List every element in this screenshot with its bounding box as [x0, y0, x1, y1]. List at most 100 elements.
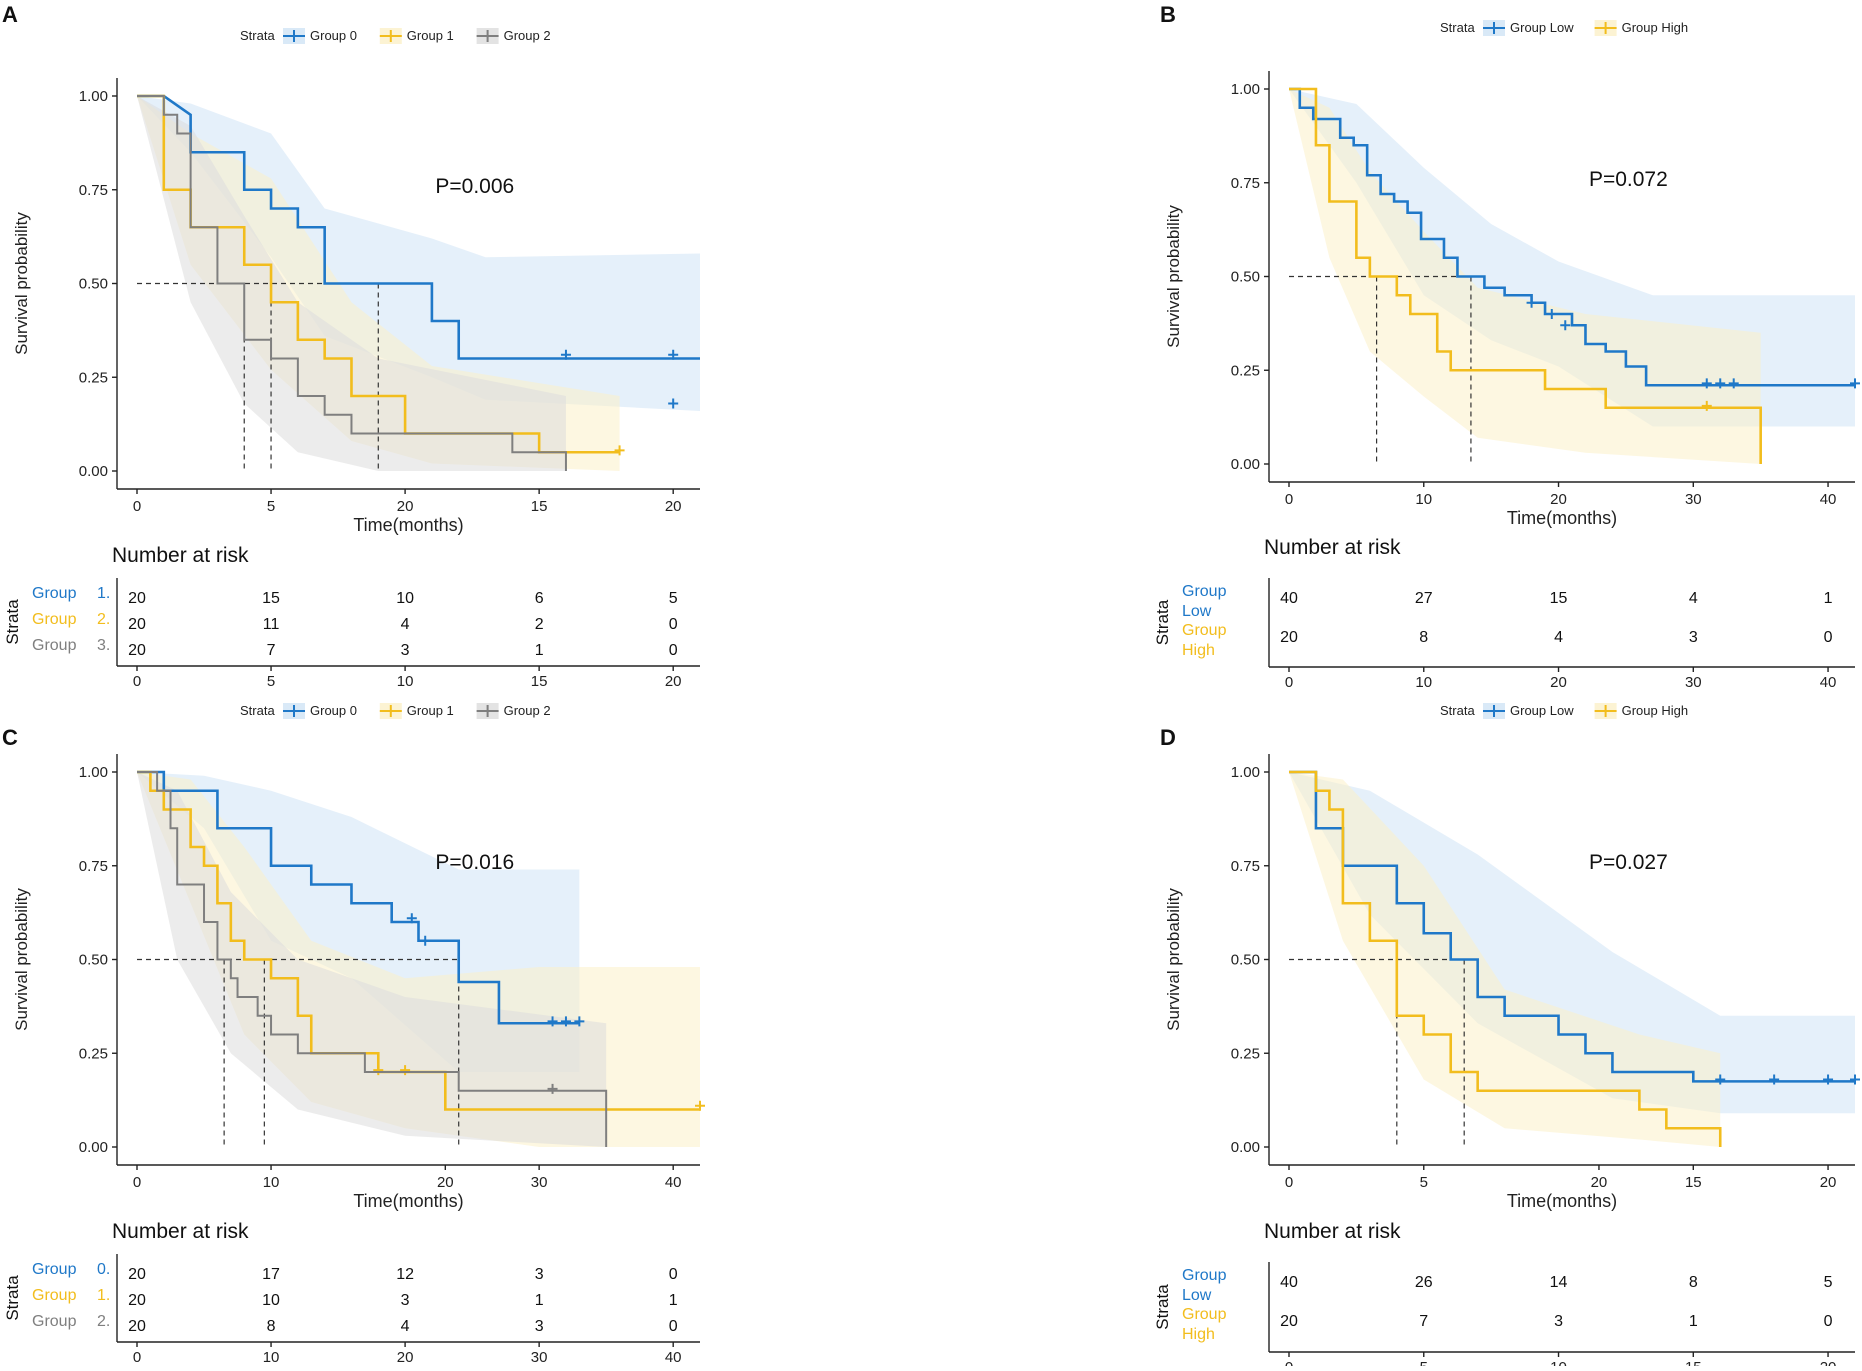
risk-cell: 26	[1415, 1274, 1433, 1291]
legend-label: Group Low	[1510, 20, 1574, 35]
risk-group-label: Group	[1182, 1267, 1227, 1284]
y-tick-label: 0.00	[79, 463, 108, 480]
x-tick-label: 0	[133, 498, 141, 515]
y-tick-label: 0.00	[1231, 456, 1260, 473]
x-tick-label: 10	[1415, 491, 1432, 508]
risk-group-label: Group	[32, 1287, 77, 1304]
censor-mark	[614, 445, 625, 456]
risk-strata-title: Strata	[1153, 599, 1172, 645]
y-tick-label: 0.25	[79, 1045, 108, 1062]
legend-title: Strata	[1440, 703, 1475, 718]
risk-cell: 20	[1280, 1313, 1298, 1330]
risk-strata-title: Strata	[1153, 1284, 1172, 1330]
risk-cell: 17	[262, 1266, 280, 1283]
risk-cell: 20	[128, 642, 146, 659]
risk-cell: 5	[669, 590, 678, 607]
y-tick-label: 0.75	[79, 182, 108, 199]
censor-mark	[668, 349, 679, 360]
y-tick-label: 0.75	[1231, 858, 1260, 875]
y-axis-label: Survival probability	[12, 212, 31, 355]
risk-cell: 8	[267, 1318, 276, 1335]
risk-x-tick-label: 5	[1420, 1359, 1428, 1366]
risk-cell: 0	[669, 616, 678, 633]
censor-mark	[668, 398, 679, 409]
confidence-band	[1289, 772, 1855, 1114]
legend-label: Group 0	[310, 703, 357, 718]
legend-item: Group 2	[476, 703, 551, 719]
y-axis-label: Survival probability	[1164, 205, 1183, 348]
risk-cell: 11	[263, 616, 280, 633]
risk-x-tick-label: 40	[1820, 674, 1837, 691]
survival-curve	[137, 95, 567, 471]
censor-mark	[406, 913, 417, 924]
confidence-band	[137, 96, 700, 411]
x-tick-label: 30	[531, 1174, 548, 1191]
risk-cell: 20	[128, 1266, 146, 1283]
censor-mark	[1526, 297, 1537, 308]
legend-item: Group Low	[1483, 703, 1574, 719]
censor-mark	[1850, 1074, 1860, 1085]
risk-group-suffix: Low	[1182, 1287, 1212, 1304]
risk-cell: 0	[669, 642, 678, 659]
risk-group-suffix: 1.	[97, 1287, 110, 1304]
risk-table-title: Number at risk	[112, 1220, 249, 1243]
risk-cell: 3	[1554, 1313, 1563, 1330]
risk-cell: 10	[396, 590, 414, 607]
risk-cell: 1	[1824, 590, 1833, 607]
risk-group-suffix: High	[1182, 642, 1215, 659]
censor-mark	[547, 1083, 558, 1094]
risk-x-tick-label: 15	[531, 673, 548, 690]
legend-label: Group High	[1622, 703, 1688, 718]
risk-cell: 1	[535, 1292, 544, 1309]
x-tick-label: 40	[1820, 491, 1837, 508]
survival-curve	[137, 771, 608, 1147]
risk-cell: 8	[1419, 629, 1428, 646]
censor-mark	[560, 349, 571, 360]
legend-item: Group High	[1594, 20, 1688, 36]
legend-label: Group 1	[407, 28, 454, 43]
censor-mark	[1560, 320, 1571, 331]
km-panel-b: B Strata Group Low Group High 1.00 0.75 0.50 0.…	[1153, 2, 1860, 691]
risk-group-label: Group	[32, 585, 77, 602]
risk-cell: 8	[1689, 1274, 1698, 1291]
x-tick-label: 0	[1285, 491, 1293, 508]
risk-table-title: Number at risk	[1264, 1220, 1401, 1243]
risk-cell: 15	[1550, 590, 1568, 607]
risk-x-tick-label: 10	[1415, 674, 1432, 691]
risk-cell: 7	[1419, 1313, 1428, 1330]
survival-curve	[137, 770, 700, 1111]
x-tick-label: 20	[665, 498, 682, 515]
y-tick-label: 0.00	[1231, 1139, 1260, 1156]
x-tick-label: 15	[1685, 1174, 1702, 1191]
legend-item: Group 0	[283, 28, 357, 44]
risk-x-tick-label: 20	[1550, 674, 1567, 691]
x-tick-label: 15	[531, 498, 548, 515]
y-tick-label: 0.50	[1231, 269, 1260, 286]
risk-x-tick-label: 20	[1820, 1359, 1837, 1366]
censor-mark	[1715, 1074, 1726, 1085]
risk-cell: 3	[401, 642, 410, 659]
legend-item: Group Low	[1483, 20, 1574, 36]
censor-mark	[547, 1016, 558, 1027]
p-value: P=0.006	[435, 175, 514, 198]
risk-cell: 12	[396, 1266, 414, 1283]
risk-cell: 1	[535, 642, 544, 659]
x-axis-label: Time(months)	[353, 515, 463, 535]
risk-x-tick-label: 0	[1285, 674, 1293, 691]
x-tick-label: 40	[665, 1174, 682, 1191]
x-tick-label: 30	[1685, 491, 1702, 508]
risk-group-label: Group	[32, 1313, 77, 1330]
risk-group-suffix: High	[1182, 1326, 1215, 1343]
risk-group-label: Group	[32, 611, 77, 628]
risk-cell: 4	[1689, 590, 1698, 607]
censor-mark	[1546, 309, 1557, 319]
risk-group-suffix: 0.	[97, 1261, 110, 1278]
risk-cell: 14	[1550, 1274, 1568, 1291]
censor-mark	[560, 1016, 571, 1027]
risk-x-tick-label: 40	[665, 1349, 682, 1366]
censor-mark	[1715, 378, 1726, 389]
risk-cell: 3	[535, 1318, 544, 1335]
censor-mark	[1701, 400, 1712, 411]
